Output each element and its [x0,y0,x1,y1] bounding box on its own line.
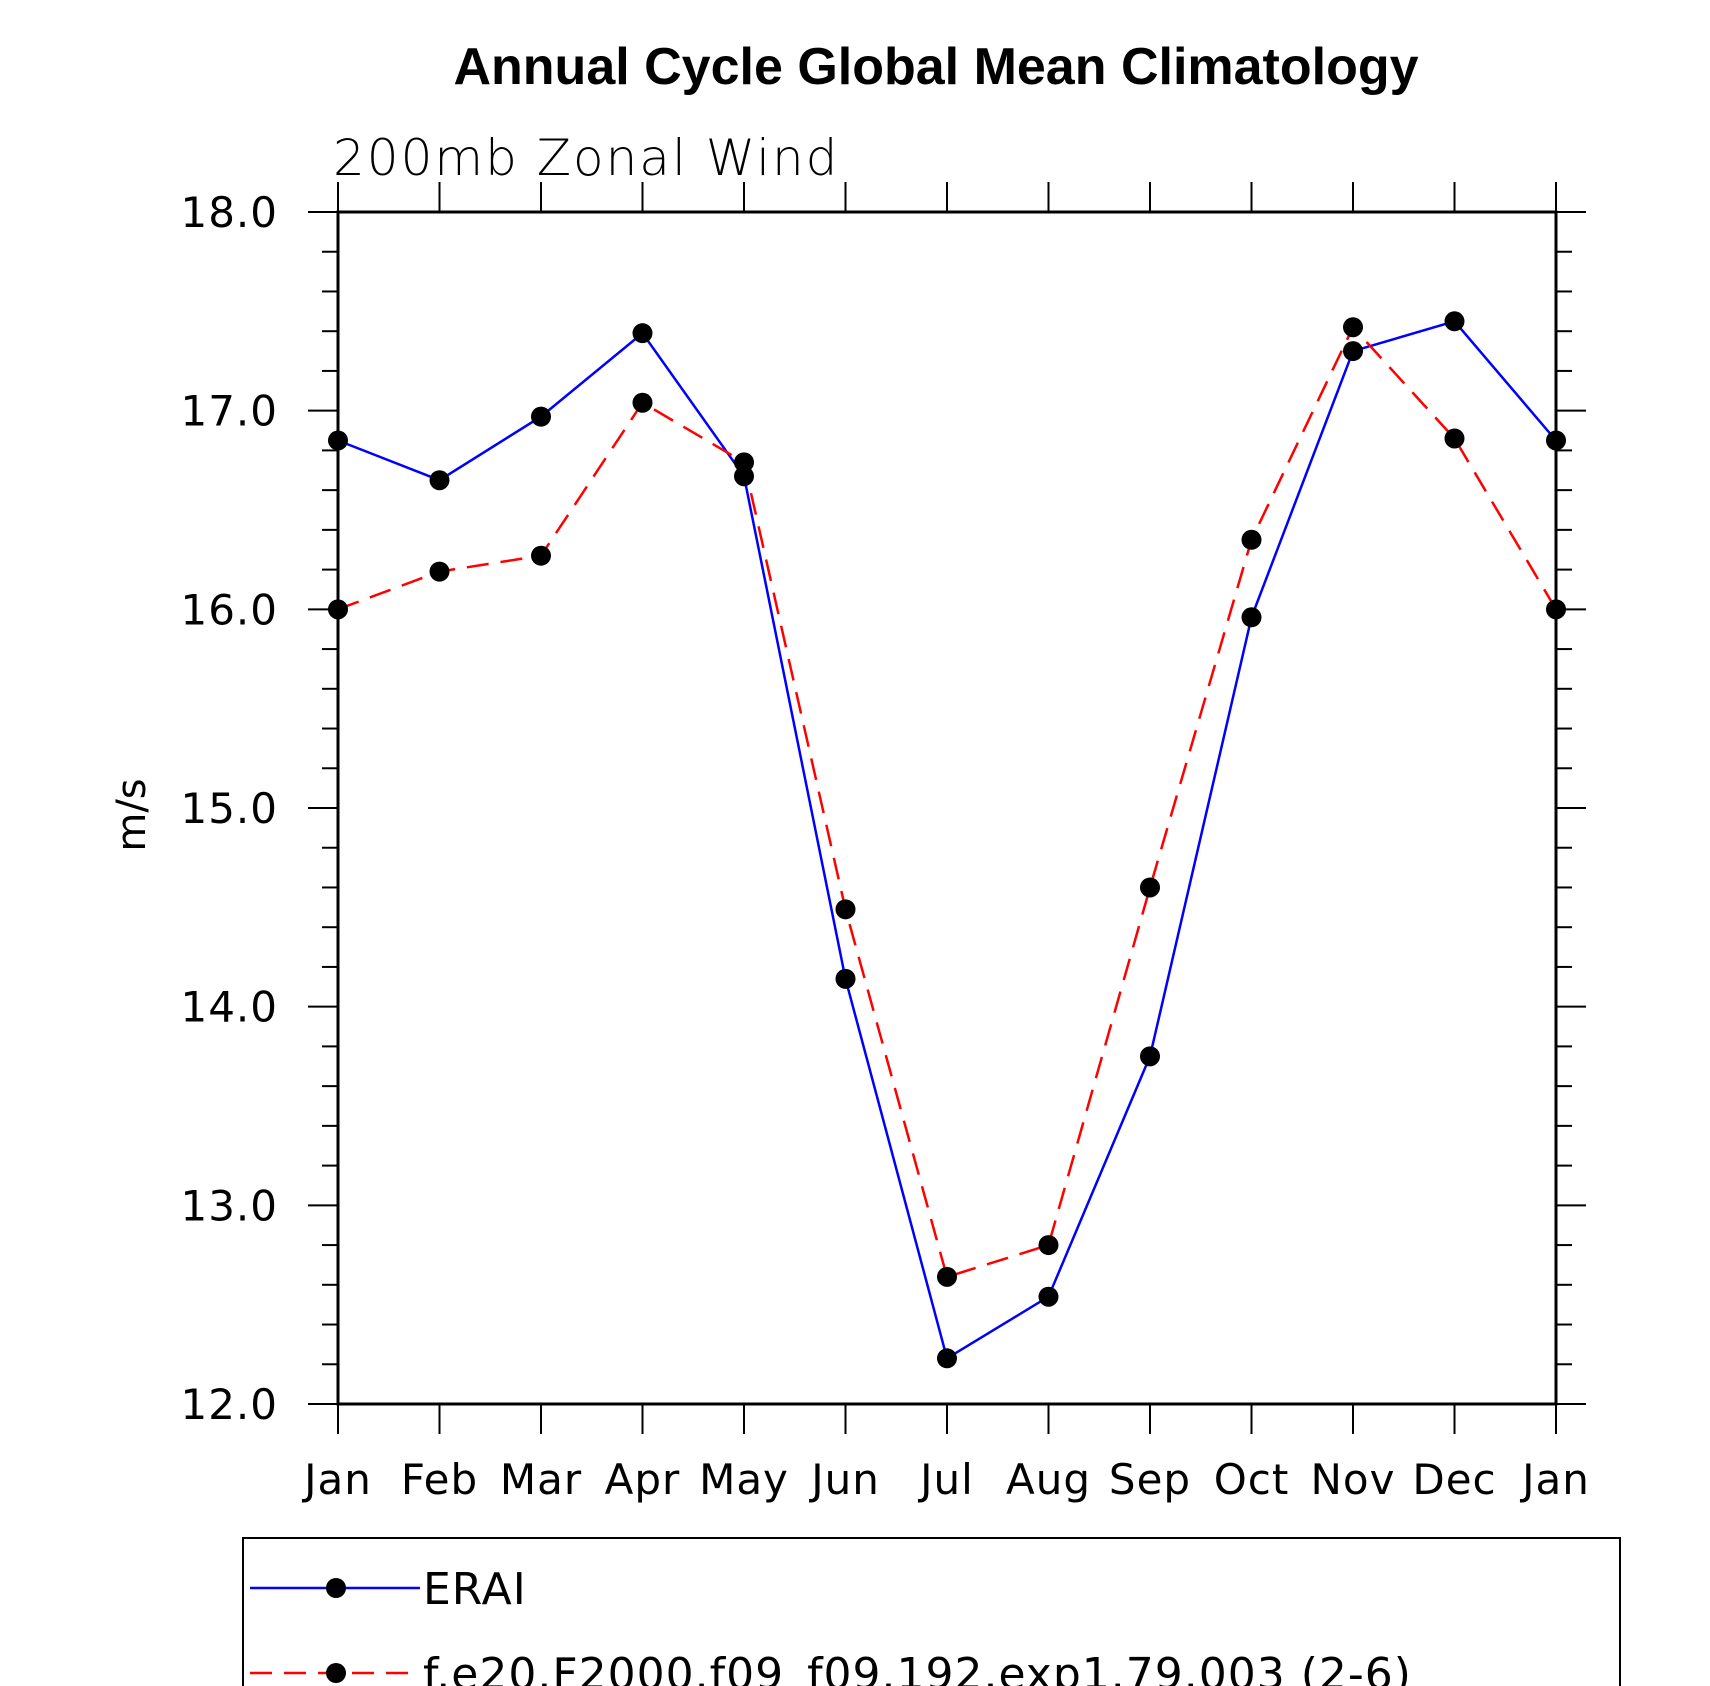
x-tick-label: Mar [500,1455,582,1504]
y-tick-label: 17.0 [180,387,278,436]
series-line-erai [337,319,1557,1361]
chart-subtitle: 200mb Zonal Wind [333,129,839,187]
x-tick-label: Dec [1412,1455,1496,1504]
data-point-model [1140,877,1160,898]
x-tick-label: Apr [605,1455,681,1504]
legend-marker-erai [326,1578,346,1598]
chart-title: Annual Cycle Global Mean Climatology [453,38,1418,96]
x-tick-label: Nov [1311,1455,1396,1504]
y-tick-label: 18.0 [180,188,278,237]
data-point-erai [632,323,653,344]
x-tick-label: Jun [808,1455,880,1504]
x-tick-label: Jan [301,1455,372,1504]
series-line-model [337,324,1558,1279]
data-point-model [1546,599,1566,620]
data-point-model [429,561,450,582]
legend-label-model: f.e20.F2000.f09_f09.192.exp1.79.003 (2-6… [423,1649,1412,1686]
x-tick-label: Jul [917,1455,974,1504]
data-point-model [734,452,754,473]
data-point-model [1241,529,1262,550]
x-tick-label: Feb [401,1455,478,1504]
data-point-erai [1140,1046,1160,1067]
plot-frame [336,210,1558,1406]
x-tick-label: Jan [1519,1455,1590,1504]
plot-area: 12.0 13.0 14.0 15.0 16.0 17.0 18.0 Jan Feb Mar Apr… [180,182,1589,1504]
data-point-model [328,599,348,620]
data-point-erai [835,968,856,989]
legend: ERAI f.e20.F2000.f09_f09.192.exp1.79.003 … [242,1537,1621,1686]
x-tick-label: May [699,1455,789,1504]
x-tick-label: Aug [1006,1455,1091,1504]
data-point-erai [1546,430,1566,451]
y-axis-label: m/s [109,778,155,851]
data-point-erai [1444,311,1465,332]
y-tick-label: 13.0 [180,1181,278,1230]
data-point-model [937,1266,957,1287]
y-tick-label: 12.0 [180,1380,278,1429]
data-point-model [1038,1235,1059,1256]
legend-box [242,1537,1621,1686]
y-tick-label: 15.0 [180,784,278,833]
data-point-erai [1241,607,1262,628]
data-point-model [835,899,856,920]
data-point-model [1343,317,1363,338]
y-tick-label: 16.0 [180,585,278,634]
x-tick-label: Sep [1109,1455,1191,1504]
legend-marker-model [326,1663,346,1683]
data-point-erai [429,470,450,491]
data-point-erai [1343,341,1363,362]
data-point-erai [328,430,348,451]
x-tick-label: Oct [1214,1455,1290,1504]
data-point-erai [531,406,551,427]
data-point-model [1444,428,1465,449]
y-tick-label: 14.0 [180,983,278,1032]
legend-label-erai: ERAI [423,1564,527,1615]
data-point-erai [937,1348,957,1369]
data-point-model [632,392,653,413]
data-point-erai [734,466,754,487]
data-point-erai [1038,1286,1059,1307]
data-point-model [531,545,551,566]
